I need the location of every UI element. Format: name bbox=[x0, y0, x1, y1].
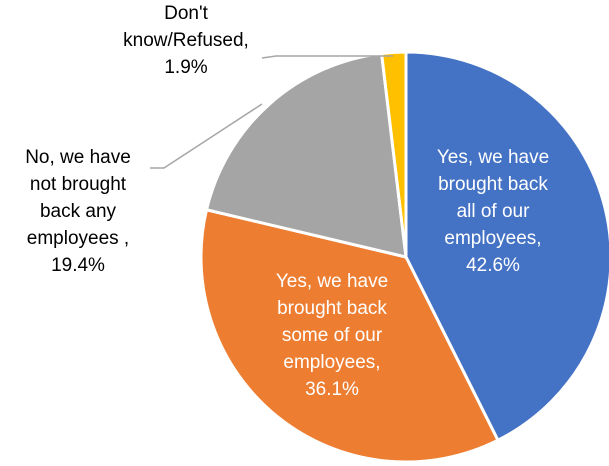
slice-label-line: employees , bbox=[27, 228, 129, 249]
slice-label-line: No, we have bbox=[25, 147, 131, 168]
slice-label-line: Yes, we have bbox=[276, 271, 388, 292]
pie-slice-1 bbox=[404, 50, 609, 442]
pie-slices bbox=[199, 50, 609, 464]
pie-slice-3 bbox=[205, 51, 408, 259]
slice-label-line: all of our bbox=[457, 201, 531, 222]
slice-label-line: know/Refused, bbox=[123, 30, 249, 51]
leader-line-4 bbox=[261, 55, 393, 59]
slice-label-line: employees, bbox=[444, 228, 541, 249]
pie-slice-2 bbox=[199, 208, 500, 464]
slice-label-3: No, we have not brought back any employees … bbox=[25, 147, 131, 276]
slice-label-line: back any bbox=[40, 201, 117, 222]
slice-label-2: Yes, we have brought back some of our emplo… bbox=[276, 271, 388, 400]
slice-value-label: 1.9% bbox=[164, 57, 207, 78]
slice-label-line: brought back bbox=[277, 298, 387, 319]
slice-label-line: Don't bbox=[164, 3, 208, 24]
slice-value-label: 36.1% bbox=[305, 379, 359, 400]
slice-label-line: employees, bbox=[283, 352, 380, 373]
slice-value-label: 42.6% bbox=[466, 255, 520, 276]
slice-value-label: 19.4% bbox=[51, 255, 105, 276]
leader-lines bbox=[150, 55, 393, 169]
slice-labels: Yes, we have brought back all of our employ… bbox=[25, 3, 549, 400]
slice-label-line: brought back bbox=[438, 174, 548, 195]
slice-label-1: Yes, we have brought back all of our employ… bbox=[437, 147, 549, 276]
slice-label-4: Don't know/Refused, 1.9% bbox=[123, 3, 249, 78]
slice-label-line: Yes, we have bbox=[437, 147, 549, 168]
pie-slice-4 bbox=[380, 50, 408, 259]
leader-line-3 bbox=[150, 103, 263, 169]
slice-label-line: not brought bbox=[30, 174, 127, 195]
slice-label-line: some of our bbox=[282, 325, 383, 346]
